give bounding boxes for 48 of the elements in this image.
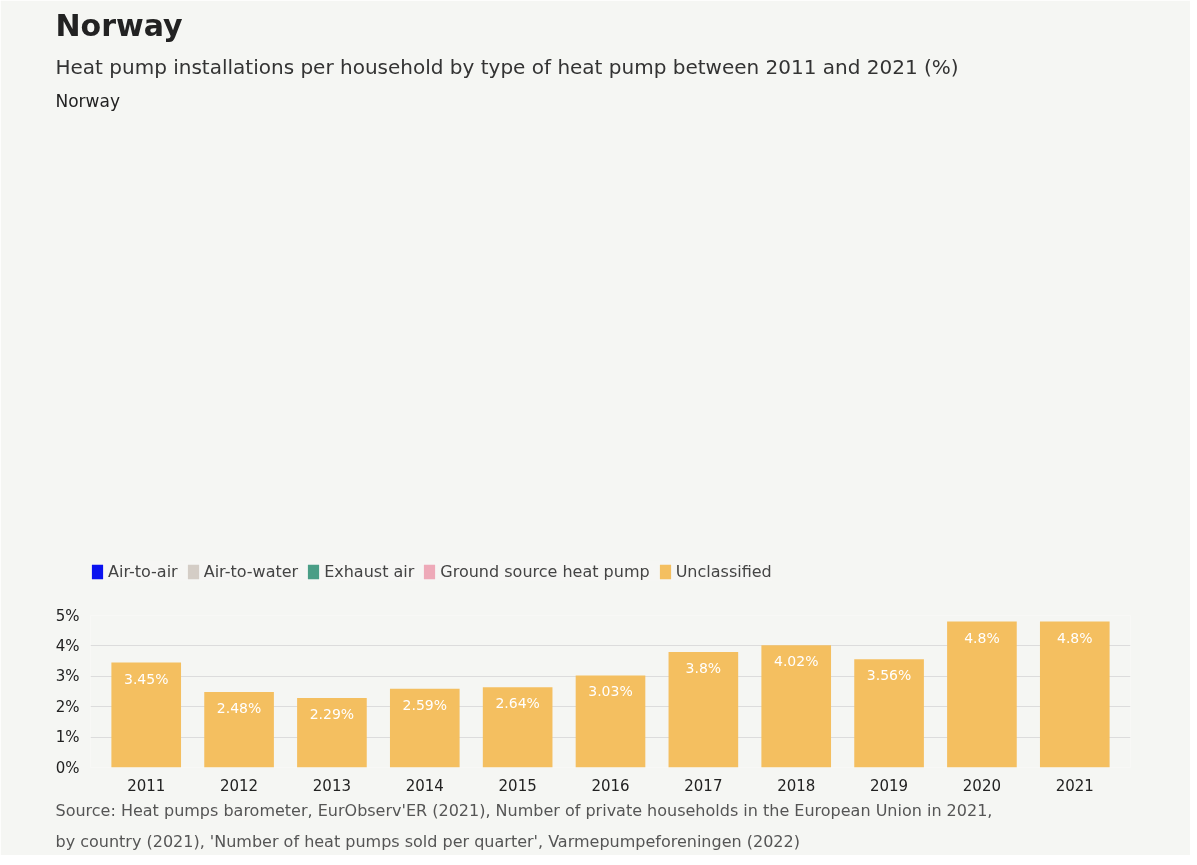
x-tick-label: 2012 (219, 776, 259, 795)
legend-label: Exhaust air (324, 561, 415, 581)
data-label: 3.45% (123, 670, 169, 687)
bar (111, 662, 182, 768)
data-label: 2.59% (402, 696, 448, 713)
data-label: 4.02% (773, 653, 819, 670)
bar (204, 692, 274, 768)
x-tick-label: 2014 (405, 776, 444, 795)
data-label: 3.56% (866, 667, 912, 684)
x-tick-label: 2017 (684, 776, 723, 795)
data-label: 3.8% (685, 659, 722, 676)
x-tick-label: 2019 (869, 776, 909, 795)
y-tick-label: 5% (55, 606, 80, 625)
chart-subtitle: Heat pump installations per household by type of heat pump between 2011 and 2021 (%) (55, 54, 959, 79)
bar (297, 697, 367, 768)
data-label: 2.48% (216, 700, 262, 717)
bar (668, 651, 739, 768)
x-tick-label: 2021 (1055, 776, 1094, 795)
bar (947, 621, 1017, 768)
legend-label: Air-to-air (108, 561, 178, 581)
bar (482, 687, 553, 768)
data-label: 4.8% (1057, 629, 1093, 646)
data-label: 3.03% (588, 683, 633, 700)
bar (1039, 621, 1110, 768)
y-tick-label: 4% (55, 636, 80, 655)
y-tick-label: 1% (55, 728, 80, 747)
source-note: Source: Heat pumps barometer, EurObserv'ER (2021), Number of private households in the European Union in 2021, by country (2021), 'Number of heat pumps sold per quarter', Varmepumpeforeningen (2022) (55, 800, 993, 851)
y-tick-label: 3% (55, 667, 80, 686)
y-tick-label: 2% (55, 697, 80, 716)
x-tick-label: 2020 (962, 776, 1002, 795)
x-tick-label: 2013 (312, 776, 352, 795)
data-label: 4.8% (964, 629, 1000, 646)
x-tick-label: 2018 (777, 776, 816, 795)
chart-title: Norway (55, 90, 120, 111)
bar (389, 688, 460, 768)
x-tick-label: 2016 (591, 776, 630, 795)
legend-label: Ground source heat pump (440, 561, 650, 581)
bar (575, 675, 646, 768)
legend-label: Unclassified (675, 561, 772, 581)
x-tick-label: 2011 (127, 776, 166, 795)
x-tick-label: 2015 (498, 776, 537, 795)
data-label: 2.64% (495, 695, 540, 712)
y-tick-label: 0% (55, 758, 80, 777)
bar (854, 659, 924, 768)
data-label: 2.29% (309, 705, 355, 722)
text: Norway (55, 7, 184, 43)
legend-label: Air-to-water (203, 561, 299, 581)
bar (761, 645, 832, 768)
